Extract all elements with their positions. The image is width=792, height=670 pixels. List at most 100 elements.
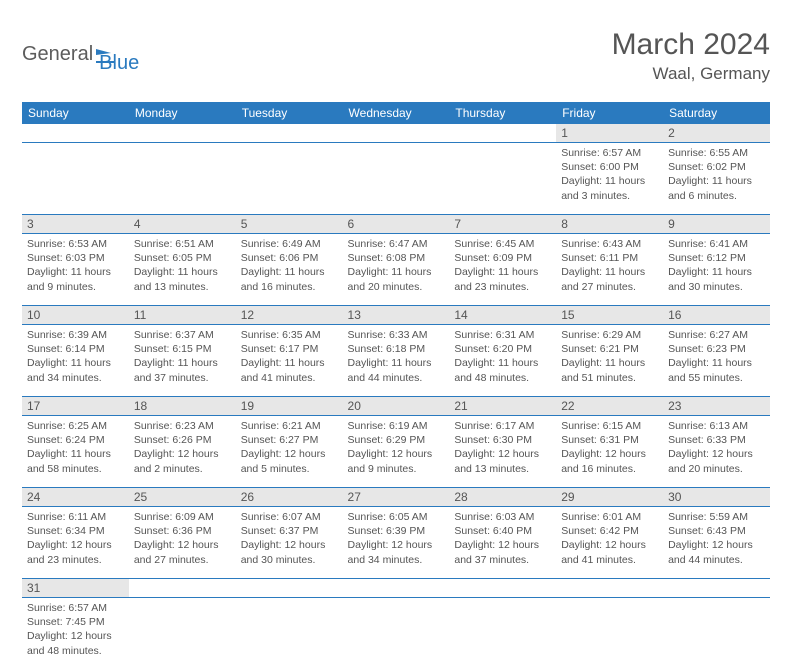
sunrise-text: Sunrise: 6:33 AM [348,328,445,342]
sunrise-text: Sunrise: 6:31 AM [454,328,551,342]
day-number-cell: 27 [343,488,450,507]
day-number-cell: 9 [663,215,770,234]
day-number-cell: 23 [663,397,770,416]
day-number-cell: 24 [22,488,129,507]
day-details: Sunrise: 6:51 AMSunset: 6:05 PMDaylight:… [134,237,231,294]
daylight-text: Daylight: 12 hours and 9 minutes. [348,447,445,475]
sunrise-text: Sunrise: 6:15 AM [561,419,658,433]
daylight-text: Daylight: 12 hours and 30 minutes. [241,538,338,566]
day-number-cell: 1 [556,124,663,143]
day-number-cell [556,579,663,598]
day-details: Sunrise: 6:27 AMSunset: 6:23 PMDaylight:… [668,328,765,385]
sunrise-text: Sunrise: 6:17 AM [454,419,551,433]
day-header: Friday [556,102,663,124]
sunset-text: Sunset: 6:23 PM [668,342,765,356]
daylight-text: Daylight: 11 hours and 44 minutes. [348,356,445,384]
day-cell [343,143,450,215]
day-number-cell: 7 [449,215,556,234]
day-number-cell: 6 [343,215,450,234]
daylight-text: Daylight: 11 hours and 27 minutes. [561,265,658,293]
sunset-text: Sunset: 6:00 PM [561,160,658,174]
sunset-text: Sunset: 6:27 PM [241,433,338,447]
day-cell: Sunrise: 6:51 AMSunset: 6:05 PMDaylight:… [129,234,236,306]
sunset-text: Sunset: 6:21 PM [561,342,658,356]
day-cell [449,598,556,670]
day-cell: Sunrise: 6:29 AMSunset: 6:21 PMDaylight:… [556,325,663,397]
day-cell: Sunrise: 6:31 AMSunset: 6:20 PMDaylight:… [449,325,556,397]
sunrise-text: Sunrise: 5:59 AM [668,510,765,524]
sunrise-text: Sunrise: 6:13 AM [668,419,765,433]
day-number-cell [236,579,343,598]
day-details: Sunrise: 6:35 AMSunset: 6:17 PMDaylight:… [241,328,338,385]
sunrise-text: Sunrise: 6:27 AM [668,328,765,342]
sunrise-text: Sunrise: 6:41 AM [668,237,765,251]
day-details: Sunrise: 6:01 AMSunset: 6:42 PMDaylight:… [561,510,658,567]
logo-text-blue: Blue [99,52,139,75]
day-number-cell [236,124,343,143]
sunset-text: Sunset: 6:02 PM [668,160,765,174]
day-cell [129,598,236,670]
day-cell: Sunrise: 6:01 AMSunset: 6:42 PMDaylight:… [556,507,663,579]
day-number-cell: 2 [663,124,770,143]
sunset-text: Sunset: 6:31 PM [561,433,658,447]
day-cell: Sunrise: 6:57 AMSunset: 7:45 PMDaylight:… [22,598,129,670]
sunset-text: Sunset: 6:09 PM [454,251,551,265]
day-number-cell: 18 [129,397,236,416]
day-number-cell: 31 [22,579,129,598]
day-cell: Sunrise: 6:55 AMSunset: 6:02 PMDaylight:… [663,143,770,215]
day-cell: Sunrise: 6:47 AMSunset: 6:08 PMDaylight:… [343,234,450,306]
day-cell: Sunrise: 6:37 AMSunset: 6:15 PMDaylight:… [129,325,236,397]
day-number-cell: 11 [129,306,236,325]
sunset-text: Sunset: 6:42 PM [561,524,658,538]
sunset-text: Sunset: 6:11 PM [561,251,658,265]
sunset-text: Sunset: 6:29 PM [348,433,445,447]
day-details: Sunrise: 6:07 AMSunset: 6:37 PMDaylight:… [241,510,338,567]
day-number-cell: 30 [663,488,770,507]
day-number-cell: 29 [556,488,663,507]
day-cell: Sunrise: 6:43 AMSunset: 6:11 PMDaylight:… [556,234,663,306]
day-cell: Sunrise: 6:45 AMSunset: 6:09 PMDaylight:… [449,234,556,306]
location: Waal, Germany [612,64,770,84]
day-details: Sunrise: 6:19 AMSunset: 6:29 PMDaylight:… [348,419,445,476]
day-details: Sunrise: 6:15 AMSunset: 6:31 PMDaylight:… [561,419,658,476]
day-number-cell [129,124,236,143]
daylight-text: Daylight: 12 hours and 34 minutes. [348,538,445,566]
daynum-row: 31 [22,579,770,598]
day-cell: Sunrise: 5:59 AMSunset: 6:43 PMDaylight:… [663,507,770,579]
day-cell: Sunrise: 6:11 AMSunset: 6:34 PMDaylight:… [22,507,129,579]
day-number-cell [663,579,770,598]
week-row: Sunrise: 6:25 AMSunset: 6:24 PMDaylight:… [22,416,770,488]
daylight-text: Daylight: 12 hours and 41 minutes. [561,538,658,566]
day-number-cell: 21 [449,397,556,416]
sunrise-text: Sunrise: 6:39 AM [27,328,124,342]
daynum-row: 17181920212223 [22,397,770,416]
daynum-row: 10111213141516 [22,306,770,325]
daylight-text: Daylight: 11 hours and 23 minutes. [454,265,551,293]
sunset-text: Sunset: 6:30 PM [454,433,551,447]
sunset-text: Sunset: 6:34 PM [27,524,124,538]
day-details: Sunrise: 6:05 AMSunset: 6:39 PMDaylight:… [348,510,445,567]
day-cell [556,598,663,670]
daylight-text: Daylight: 12 hours and 37 minutes. [454,538,551,566]
day-cell: Sunrise: 6:05 AMSunset: 6:39 PMDaylight:… [343,507,450,579]
day-cell: Sunrise: 6:17 AMSunset: 6:30 PMDaylight:… [449,416,556,488]
day-cell: Sunrise: 6:25 AMSunset: 6:24 PMDaylight:… [22,416,129,488]
day-header: Thursday [449,102,556,124]
logo-text-general: General [22,43,93,66]
day-number-cell: 15 [556,306,663,325]
day-number-cell [343,579,450,598]
week-row: Sunrise: 6:39 AMSunset: 6:14 PMDaylight:… [22,325,770,397]
day-header: Tuesday [236,102,343,124]
sunrise-text: Sunrise: 6:29 AM [561,328,658,342]
day-cell: Sunrise: 6:23 AMSunset: 6:26 PMDaylight:… [129,416,236,488]
daylight-text: Daylight: 12 hours and 20 minutes. [668,447,765,475]
day-details: Sunrise: 6:21 AMSunset: 6:27 PMDaylight:… [241,419,338,476]
day-details: Sunrise: 6:23 AMSunset: 6:26 PMDaylight:… [134,419,231,476]
day-details: Sunrise: 5:59 AMSunset: 6:43 PMDaylight:… [668,510,765,567]
sunrise-text: Sunrise: 6:11 AM [27,510,124,524]
day-cell: Sunrise: 6:09 AMSunset: 6:36 PMDaylight:… [129,507,236,579]
daylight-text: Daylight: 11 hours and 34 minutes. [27,356,124,384]
daylight-text: Daylight: 12 hours and 23 minutes. [27,538,124,566]
sunrise-text: Sunrise: 6:09 AM [134,510,231,524]
sunrise-text: Sunrise: 6:35 AM [241,328,338,342]
